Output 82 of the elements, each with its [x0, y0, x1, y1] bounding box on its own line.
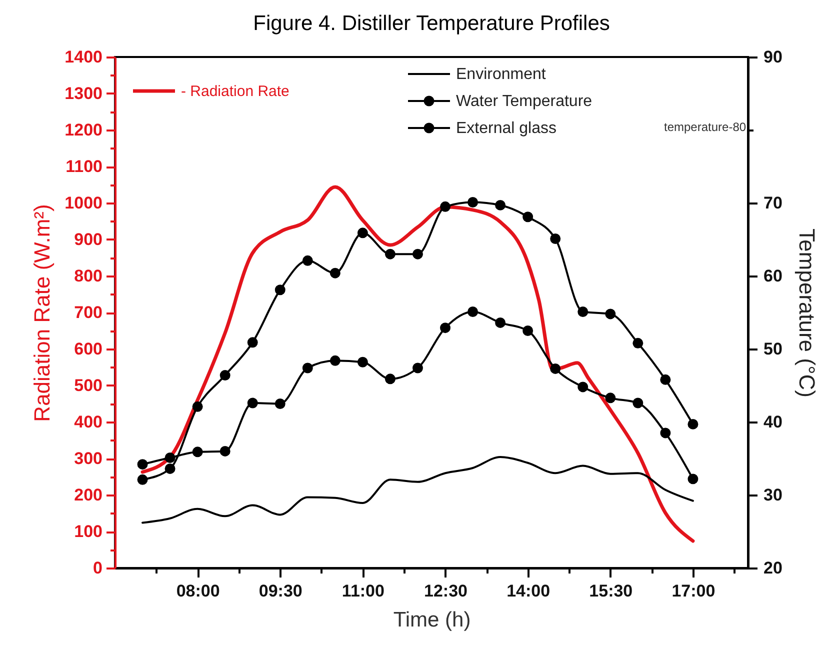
y2-tick-label: 40 — [764, 412, 782, 432]
point — [384, 374, 396, 384]
y2-tick-label: 90 — [764, 48, 782, 66]
point — [274, 284, 286, 296]
point — [302, 255, 313, 266]
y2-tick-label: 20 — [764, 558, 782, 578]
y-tick-label: 1200 — [64, 120, 102, 140]
legend-label: Environment — [456, 66, 546, 83]
point — [605, 392, 616, 404]
y2-tick-label: 70 — [764, 194, 782, 212]
x-tick-label: 12:30 — [424, 582, 468, 600]
y-tick-label: 100 — [74, 522, 102, 541]
legend-label: Water Temperature — [456, 93, 592, 110]
y-tick-label: 1300 — [64, 84, 102, 103]
point — [660, 428, 671, 438]
point — [550, 363, 561, 374]
y-tick-label: 700 — [74, 303, 102, 322]
point — [660, 374, 671, 385]
point — [632, 398, 644, 408]
y-tick-label: 0 — [93, 558, 102, 578]
point — [357, 228, 368, 238]
point — [220, 370, 230, 381]
line-series — [142, 456, 694, 524]
point — [578, 306, 588, 318]
point — [247, 337, 258, 348]
point — [468, 197, 478, 208]
x-tick-label: 08:00 — [176, 582, 220, 600]
point — [440, 322, 451, 334]
line-series — [140, 185, 695, 543]
y2-axis-title: Temperature (°C) — [794, 228, 816, 398]
point — [412, 248, 423, 260]
point — [440, 201, 451, 212]
point — [330, 355, 340, 366]
point — [632, 338, 644, 348]
x-tick-label: 15:30 — [589, 582, 633, 600]
point — [137, 459, 148, 470]
y-axis-title: Radiation Rate (W.m²) — [30, 204, 55, 422]
point — [550, 234, 561, 244]
y-tick-label: 800 — [74, 266, 102, 286]
x-tick-label: 14:00 — [506, 582, 550, 600]
point — [164, 463, 176, 474]
point — [302, 362, 313, 374]
legend-label: External glass — [456, 120, 556, 137]
point — [468, 306, 478, 318]
x-tick-label: 11:00 — [342, 582, 384, 600]
point — [522, 326, 534, 336]
point — [247, 398, 258, 408]
y-tick-label: 400 — [74, 412, 102, 432]
point — [578, 382, 588, 392]
legend-label: - Radiation Rate — [181, 83, 290, 100]
point — [605, 308, 616, 320]
x-axis-title: Time (h) — [393, 608, 471, 632]
point — [164, 452, 176, 464]
point — [357, 356, 368, 368]
point — [522, 212, 534, 222]
point — [495, 200, 506, 210]
point — [384, 248, 396, 260]
y-tick-label: 1400 — [64, 48, 102, 66]
y2-tick-label: 30 — [764, 486, 782, 504]
point — [412, 362, 423, 374]
y-tick-label: 1000 — [64, 194, 102, 212]
y-tick-label: 300 — [74, 449, 102, 468]
y-tick-label: 200 — [74, 486, 102, 504]
x-tick-label: 09:30 — [258, 582, 302, 600]
y-tick-label: 1100 — [66, 157, 102, 176]
y-tick-label: 500 — [74, 376, 102, 395]
y2-tick-label: 50 — [764, 340, 782, 358]
point — [137, 474, 148, 485]
point — [192, 446, 203, 458]
y-tick-label: 600 — [74, 340, 102, 358]
y2-tick-label: 60 — [764, 266, 782, 286]
x-tick-label: 17:00 — [672, 582, 716, 600]
point — [688, 474, 698, 484]
point — [220, 446, 230, 456]
point — [495, 317, 506, 328]
point — [330, 268, 340, 278]
y-tick-label: 900 — [74, 230, 102, 249]
point — [688, 418, 698, 430]
chart-title: Figure 4. Distiller Temperature Profiles — [253, 12, 610, 35]
point — [192, 401, 203, 412]
annotation: temperature-80 — [664, 120, 746, 134]
point — [274, 398, 286, 409]
